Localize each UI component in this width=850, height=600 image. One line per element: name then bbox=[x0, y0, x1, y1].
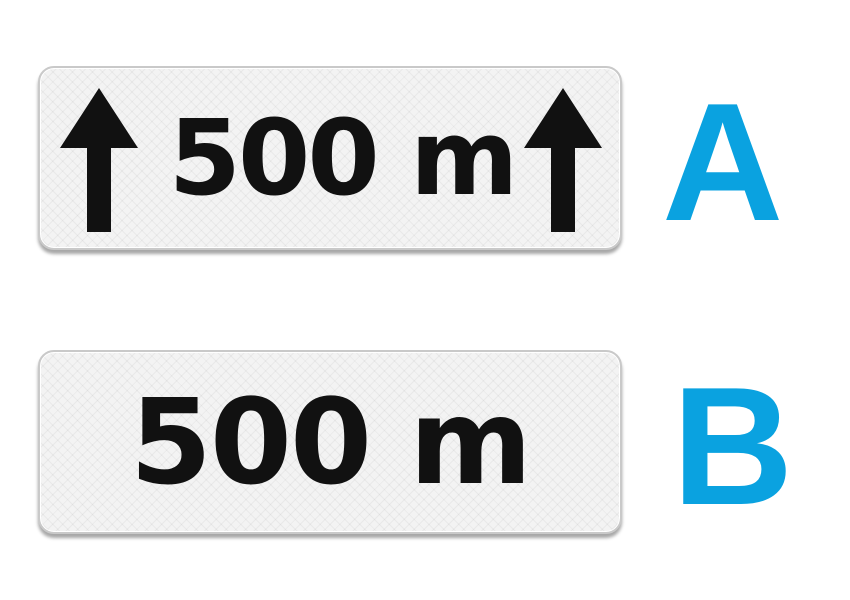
sign-option-b: 500 m bbox=[38, 350, 622, 534]
sign-distance-text: 500 m bbox=[168, 97, 519, 219]
option-label-a: A bbox=[662, 68, 784, 256]
arrow-up-icon bbox=[524, 88, 602, 232]
sign-distance-text: 500 m bbox=[129, 373, 532, 511]
sign-option-a: 500 m bbox=[38, 66, 622, 250]
option-label-b: B bbox=[672, 352, 794, 540]
arrow-up-icon bbox=[60, 88, 138, 232]
